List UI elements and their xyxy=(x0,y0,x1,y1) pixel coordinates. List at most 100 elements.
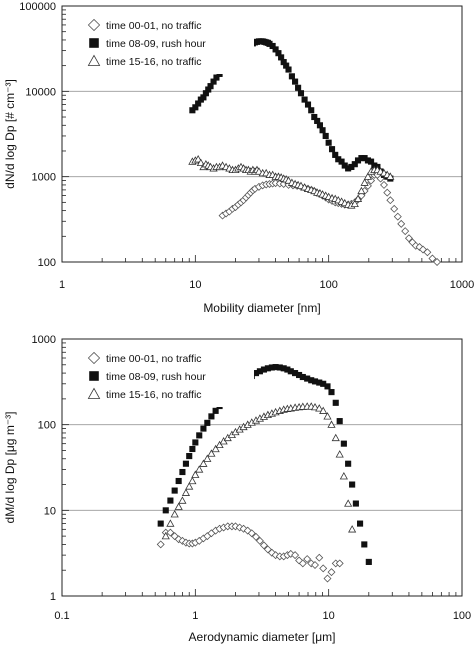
data-point xyxy=(351,161,358,168)
data-point xyxy=(188,476,197,485)
x-tick-label: 1000 xyxy=(450,279,474,291)
data-point xyxy=(199,459,208,467)
data-point xyxy=(207,449,216,457)
data-point xyxy=(285,66,292,73)
data-point xyxy=(319,127,326,134)
y-tick-label: 1000 xyxy=(32,334,56,346)
data-point xyxy=(327,568,336,577)
data-point xyxy=(182,460,189,467)
data-point xyxy=(323,574,332,583)
data-point xyxy=(263,545,272,554)
data-point xyxy=(170,532,179,541)
data-point xyxy=(208,413,215,420)
data-point xyxy=(288,73,295,80)
data-point xyxy=(196,158,205,167)
data-point xyxy=(194,155,203,163)
data-point xyxy=(344,499,353,507)
legend-label: time 08-09, rush hour xyxy=(106,38,206,50)
data-point xyxy=(174,502,183,510)
data-point xyxy=(301,96,308,103)
data-point xyxy=(304,101,312,108)
data-point xyxy=(189,445,196,453)
x-tick-label: 100 xyxy=(453,610,471,622)
data-point xyxy=(322,132,329,140)
data-point xyxy=(357,520,364,527)
data-point xyxy=(167,497,174,504)
data-point xyxy=(311,561,319,569)
data-point xyxy=(335,559,344,568)
data-point xyxy=(338,158,345,165)
data-point xyxy=(170,510,179,518)
data-point xyxy=(192,439,199,446)
data-point xyxy=(195,465,204,473)
data-point xyxy=(365,558,372,565)
y-tick-label: 1000 xyxy=(32,172,56,184)
series-3 xyxy=(188,155,395,209)
legend-label: time 15-16, no traffic xyxy=(106,389,202,401)
data-point xyxy=(350,199,359,207)
data-point xyxy=(196,432,203,439)
data-point xyxy=(368,158,375,165)
data-point xyxy=(297,90,305,97)
y-tick-label: 10000 xyxy=(25,86,56,98)
data-point xyxy=(291,551,300,560)
data-point xyxy=(156,540,165,549)
data-point xyxy=(298,559,307,568)
data-point xyxy=(348,525,357,533)
data-point xyxy=(380,180,388,189)
data-point xyxy=(315,404,324,412)
data-point xyxy=(308,107,315,114)
legend-label: time 08-09, rush hour xyxy=(106,371,206,383)
chart-panel-1: 1 10 100 1000 100 1000 10000 100000 Mobility dia… xyxy=(3,1,474,315)
data-point xyxy=(397,219,406,228)
data-point xyxy=(166,528,175,537)
legend-marker xyxy=(87,387,101,399)
data-point xyxy=(360,178,369,186)
data-point xyxy=(259,541,268,550)
data-point xyxy=(174,535,183,544)
data-point xyxy=(363,172,373,180)
x-axis-label: Mobility diameter [nm] xyxy=(203,301,320,315)
data-point xyxy=(204,419,211,426)
data-point xyxy=(401,227,410,236)
data-point xyxy=(331,433,340,442)
data-point xyxy=(171,487,178,494)
plot-frame xyxy=(61,338,463,597)
data-point xyxy=(393,212,402,221)
data-point xyxy=(335,450,344,458)
data-point xyxy=(252,532,260,541)
data-point xyxy=(415,242,424,251)
data-point xyxy=(292,78,299,85)
data-point xyxy=(339,472,348,480)
data-point xyxy=(243,526,252,535)
data-point xyxy=(247,529,256,538)
data-point xyxy=(166,519,175,527)
data-point xyxy=(157,520,164,527)
data-point xyxy=(386,172,395,180)
data-point xyxy=(340,440,347,447)
data-point xyxy=(390,204,399,213)
data-point xyxy=(212,407,219,414)
legend-marker xyxy=(87,18,101,32)
data-point xyxy=(203,454,212,462)
data-point xyxy=(186,453,193,460)
x-tick-label: 10 xyxy=(323,610,335,622)
data-point xyxy=(325,139,332,146)
y-tick-label: 100000 xyxy=(19,1,56,13)
series-1 xyxy=(218,170,442,266)
y-axis-label: dM/d log Dp [μg m⁻³] xyxy=(3,412,17,524)
x-axis-label: Aerodynamic diameter [μm] xyxy=(189,630,336,644)
data-point xyxy=(310,402,320,411)
series-3 xyxy=(161,402,357,540)
chart-panel-2: 0.1 1 10 100 1 10 100 1000 Aerodynamic diameter … xyxy=(3,334,471,644)
data-point xyxy=(319,406,328,414)
data-point xyxy=(361,541,368,548)
data-point xyxy=(349,481,356,488)
y-tick-label: 10 xyxy=(44,505,56,517)
x-tick-label: 0.1 xyxy=(54,610,69,622)
data-point xyxy=(345,460,352,467)
x-tick-label: 1 xyxy=(192,610,198,622)
data-point xyxy=(303,555,312,564)
data-point xyxy=(433,258,442,266)
